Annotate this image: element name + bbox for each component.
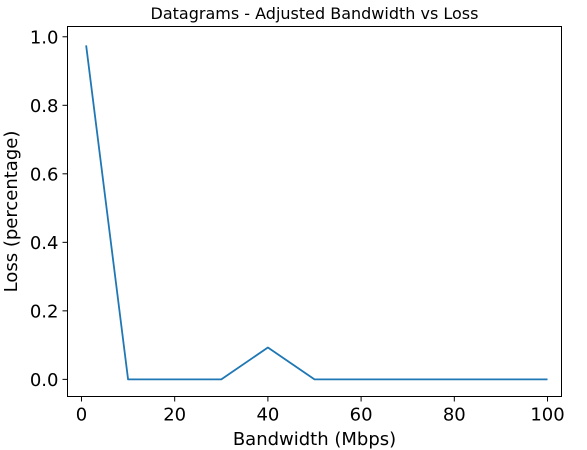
chart-title: Datagrams - Adjusted Bandwidth vs Loss [151,4,479,23]
y-tick-label: 0.6 [30,164,59,185]
y-tick-label: 1.0 [30,27,59,48]
x-tick-label: 20 [163,405,186,426]
x-tick-label: 0 [76,405,87,426]
x-tick-label: 60 [350,405,373,426]
x-axis-label: Bandwidth (Mbps) [233,429,396,450]
y-tick-label: 0.4 [30,233,59,254]
series-layer [85,45,548,381]
x-tick-label: 80 [443,405,466,426]
y-tick-label: 0.8 [30,96,59,117]
x-axis-ticks: 0 20 40 60 80 100 [76,396,565,426]
y-axis-label: Loss (percentage) [1,131,22,293]
x-tick-label: 100 [530,405,564,426]
x-tick-label: 40 [256,405,279,426]
y-axis-ticks: 0.0 0.2 0.4 0.6 0.8 1.0 [30,27,68,391]
y-tick-label: 0.0 [30,370,59,391]
axes-frame [67,26,562,397]
series-line-0 [85,45,548,381]
y-tick-label: 0.2 [30,301,59,322]
